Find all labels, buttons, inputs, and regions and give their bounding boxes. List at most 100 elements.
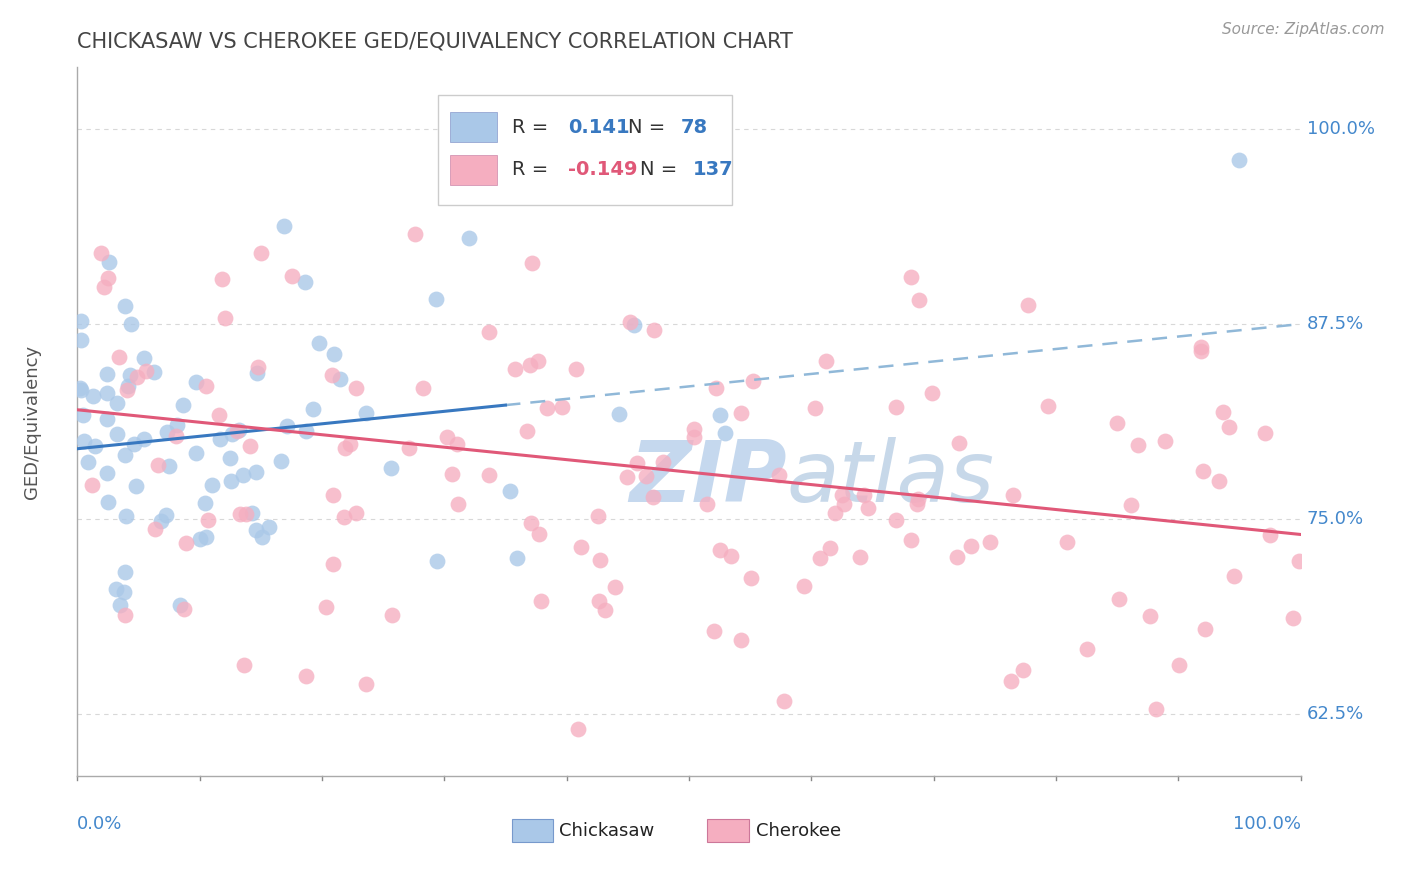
Point <box>1126 438 1149 452</box>
Text: ZIP: ZIP <box>628 437 787 520</box>
Text: 0.0%: 0.0% <box>77 815 122 833</box>
Point <box>704 381 727 395</box>
Point <box>225 424 247 438</box>
Point <box>730 632 752 647</box>
Point <box>519 359 541 373</box>
Point <box>740 571 762 585</box>
Point <box>593 603 616 617</box>
Point <box>948 436 970 450</box>
Point <box>884 513 907 527</box>
Point <box>219 475 242 489</box>
Point <box>89 245 111 260</box>
FancyBboxPatch shape <box>450 112 496 142</box>
Point <box>478 467 501 482</box>
Point <box>197 513 219 527</box>
Point <box>714 426 737 441</box>
Point <box>127 370 149 384</box>
Point <box>703 624 725 638</box>
Point <box>446 437 468 451</box>
Point <box>1108 592 1130 607</box>
Point <box>112 584 135 599</box>
Point <box>72 408 94 422</box>
Point <box>516 424 538 438</box>
Point <box>588 593 610 607</box>
Point <box>506 550 529 565</box>
Point <box>1056 535 1078 549</box>
Point <box>831 488 853 502</box>
Point <box>530 593 553 607</box>
Point <box>607 407 630 421</box>
Point <box>97 255 120 269</box>
Point <box>852 488 875 502</box>
Text: 100.0%: 100.0% <box>1306 120 1375 138</box>
Point <box>1189 344 1212 359</box>
Point <box>1076 642 1098 657</box>
Text: N =: N = <box>627 118 671 136</box>
Point <box>793 579 815 593</box>
Point <box>380 461 402 475</box>
Point <box>169 598 191 612</box>
Point <box>709 409 731 423</box>
Point <box>696 498 718 512</box>
Point <box>208 432 231 446</box>
Point <box>832 497 855 511</box>
Point <box>641 490 664 504</box>
Point <box>166 417 188 432</box>
Point <box>155 425 177 439</box>
Point <box>208 408 231 422</box>
Point <box>773 694 796 708</box>
Point <box>1189 340 1212 354</box>
Text: 0.141: 0.141 <box>568 118 630 136</box>
Point <box>907 491 929 506</box>
Point <box>1208 474 1230 488</box>
Point <box>1168 657 1191 672</box>
Point <box>173 602 195 616</box>
Point <box>157 458 180 473</box>
Point <box>478 325 501 339</box>
Point <box>240 506 263 520</box>
Point <box>219 451 242 466</box>
Point <box>586 508 609 523</box>
Point <box>1017 298 1039 312</box>
Point <box>344 506 367 520</box>
Point <box>322 347 344 361</box>
Point <box>104 582 127 596</box>
Point <box>1144 702 1167 716</box>
Point <box>184 446 207 460</box>
Point <box>907 293 929 307</box>
Point <box>1119 498 1142 512</box>
Point <box>1254 426 1277 441</box>
Point <box>333 509 356 524</box>
Point <box>1229 153 1251 168</box>
Point <box>354 406 377 420</box>
Point <box>652 454 675 468</box>
Text: 87.5%: 87.5% <box>1306 315 1364 333</box>
Point <box>211 272 233 286</box>
Point <box>884 400 907 414</box>
FancyBboxPatch shape <box>512 819 553 842</box>
Point <box>339 436 361 450</box>
Point <box>194 495 217 509</box>
Point <box>108 598 131 612</box>
Point <box>145 522 167 536</box>
Point <box>84 439 107 453</box>
Point <box>214 311 236 326</box>
Point <box>105 426 128 441</box>
Point <box>301 402 323 417</box>
Point <box>381 607 404 622</box>
Point <box>346 381 368 395</box>
Point <box>194 529 217 543</box>
Point <box>142 365 165 379</box>
FancyBboxPatch shape <box>439 95 731 205</box>
Point <box>404 227 426 242</box>
Point <box>1038 399 1060 413</box>
Point <box>526 354 548 368</box>
Point <box>436 430 458 444</box>
Point <box>605 580 627 594</box>
Text: -0.149: -0.149 <box>568 161 637 179</box>
Point <box>149 514 172 528</box>
Point <box>354 677 377 691</box>
Point <box>96 386 118 401</box>
Text: 137: 137 <box>693 161 734 179</box>
Point <box>134 432 156 446</box>
